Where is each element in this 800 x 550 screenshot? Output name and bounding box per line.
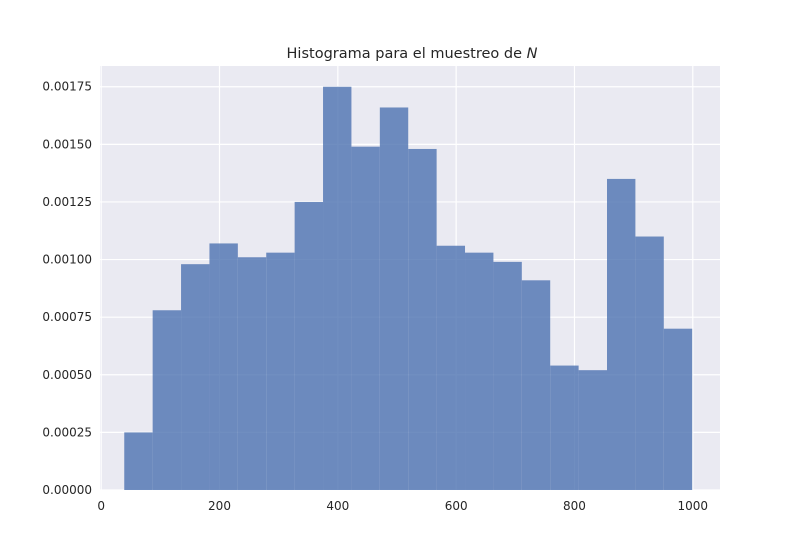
x-tick-label: 400 xyxy=(326,499,349,513)
x-tick-label: 800 xyxy=(563,499,586,513)
histogram-bars xyxy=(124,86,693,491)
histogram-bar xyxy=(607,178,636,491)
histogram-bar xyxy=(209,243,238,490)
y-tick-label: 0.00175 xyxy=(42,80,92,94)
histogram-bar xyxy=(521,280,551,490)
histogram-bar xyxy=(124,432,153,490)
histogram-bar xyxy=(663,328,693,490)
x-tick-label: 1000 xyxy=(678,499,709,513)
histogram-bar xyxy=(550,365,579,490)
histogram-bar xyxy=(493,261,522,490)
histogram-bar xyxy=(181,264,210,490)
histogram-bar xyxy=(408,148,437,490)
histogram-bar xyxy=(351,146,380,491)
histogram-bar xyxy=(635,236,664,490)
y-axis-ticks: 0.00000 0.00025 0.00050 0.00075 0.00100 0.001… xyxy=(42,80,92,497)
chart-title-variable: N xyxy=(527,46,538,62)
histogram-bar xyxy=(266,252,295,490)
y-tick-label: 0.00025 xyxy=(42,425,92,439)
histogram-bar xyxy=(436,245,466,490)
y-tick-label: 0.00050 xyxy=(42,368,92,382)
histogram-bar xyxy=(578,370,608,490)
histogram-bar xyxy=(152,310,182,490)
histogram-bar xyxy=(379,107,409,490)
y-tick-label: 0.00100 xyxy=(42,253,92,267)
histogram-bar xyxy=(294,201,324,490)
y-tick-label: 0.00000 xyxy=(42,483,92,497)
x-tick-label: 200 xyxy=(208,499,231,513)
x-tick-label: 600 xyxy=(445,499,468,513)
y-tick-label: 0.00075 xyxy=(42,310,92,324)
histogram-bar xyxy=(237,257,267,490)
x-axis-ticks: 0 200 400 600 800 1000 xyxy=(97,499,708,513)
histogram-bar xyxy=(323,86,352,490)
chart-title-text: Histograma para el muestreo de xyxy=(287,46,523,62)
chart-title: Histograma para el muestreo de N xyxy=(287,46,538,62)
x-tick-label: 0 xyxy=(97,499,105,513)
y-tick-label: 0.00125 xyxy=(42,195,92,209)
histogram-bar xyxy=(465,252,494,490)
y-tick-label: 0.00150 xyxy=(42,137,92,151)
